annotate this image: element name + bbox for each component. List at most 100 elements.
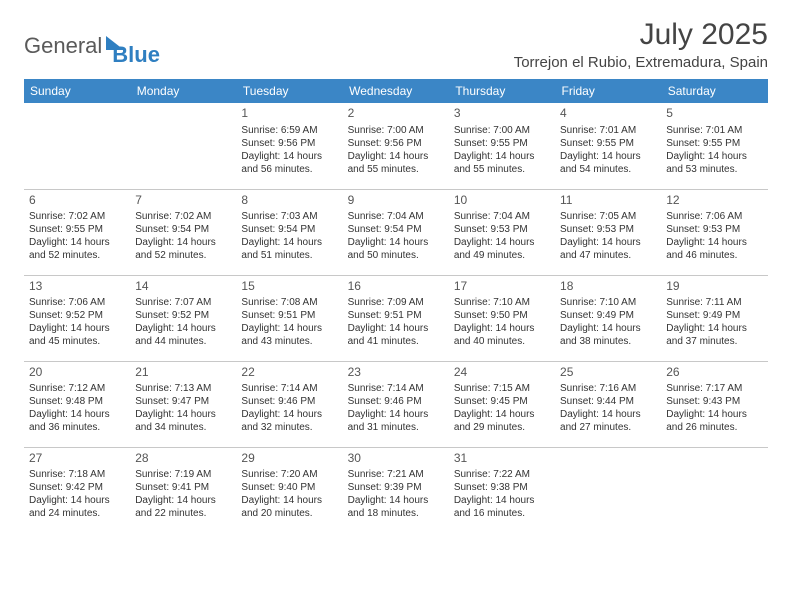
sunset-line: Sunset: 9:52 PM: [29, 309, 125, 322]
day-number: 3: [454, 106, 550, 122]
day-number: 15: [241, 279, 337, 295]
sunset-line: Sunset: 9:54 PM: [135, 223, 231, 236]
sunrise-line: Sunrise: 7:15 AM: [454, 382, 550, 395]
calendar-row: 13Sunrise: 7:06 AMSunset: 9:52 PM Dayligh…: [24, 275, 768, 361]
day-number: 29: [241, 451, 337, 467]
logo-word1: General: [24, 33, 102, 59]
daylight-line: Daylight: 14 hours and 26 minutes.: [666, 408, 762, 434]
sunset-line: Sunset: 9:55 PM: [454, 137, 550, 150]
sunrise-line: Sunrise: 7:14 AM: [241, 382, 337, 395]
daylight-line: Daylight: 14 hours and 55 minutes.: [348, 150, 444, 176]
sunset-line: Sunset: 9:56 PM: [348, 137, 444, 150]
day-cell: 27Sunrise: 7:18 AMSunset: 9:42 PMDayligh…: [24, 447, 130, 533]
sunrise-line: Sunrise: 7:06 AM: [29, 296, 125, 309]
calendar-row: 6Sunrise: 7:02 AMSunset: 9:55 PMDaylight…: [24, 189, 768, 275]
day-number: 21: [135, 365, 231, 381]
calendar-row: 27Sunrise: 7:18 AMSunset: 9:42 PMDayligh…: [24, 447, 768, 533]
day-number: 16: [348, 279, 444, 295]
weekday-header: Saturday: [661, 79, 767, 103]
sunrise-line: Sunrise: 7:21 AM: [348, 468, 444, 481]
sunrise-line: Sunrise: 7:12 AM: [29, 382, 125, 395]
day-number: 2: [348, 106, 444, 122]
day-cell: 10Sunrise: 7:04 AMSunset: 9:53 PMDayligh…: [449, 189, 555, 275]
day-number: 24: [454, 365, 550, 381]
daylight-line: Daylight: 14 hours and 56 minutes.: [241, 150, 337, 176]
day-cell: 6Sunrise: 7:02 AMSunset: 9:55 PMDaylight…: [24, 189, 130, 275]
daylight-line: Daylight: 14 hours and 41 minutes.: [348, 322, 444, 348]
daylight-line: Daylight: 14 hours and 50 minutes.: [348, 236, 444, 262]
day-number: 7: [135, 193, 231, 209]
day-cell: 29Sunrise: 7:20 AMSunset: 9:40 PMDayligh…: [236, 447, 342, 533]
day-number: 8: [241, 193, 337, 209]
sunrise-line: Sunrise: 7:19 AM: [135, 468, 231, 481]
daylight-line: Daylight: 14 hours and 27 minutes.: [560, 408, 656, 434]
sunset-line: Sunset: 9:56 PM: [241, 137, 337, 150]
day-number: 4: [560, 106, 656, 122]
day-number: 1: [241, 106, 337, 122]
day-number: 9: [348, 193, 444, 209]
sunset-line: Sunset: 9:40 PM: [241, 481, 337, 494]
day-cell: 9Sunrise: 7:04 AMSunset: 9:54 PMDaylight…: [343, 189, 449, 275]
sunrise-line: Sunrise: 7:14 AM: [348, 382, 444, 395]
daylight-line: Daylight: 14 hours and 55 minutes.: [454, 150, 550, 176]
day-number: 13: [29, 279, 125, 295]
daylight-line: Daylight: 14 hours and 36 minutes.: [29, 408, 125, 434]
sunset-line: Sunset: 9:39 PM: [348, 481, 444, 494]
sunset-line: Sunset: 9:43 PM: [666, 395, 762, 408]
day-cell: 1 Sunrise: 6:59 AMSunset: 9:56 PMDaylight…: [236, 103, 342, 189]
day-number: 26: [666, 365, 762, 381]
daylight-line: Daylight: 14 hours and 31 minutes.: [348, 408, 444, 434]
page-subtitle: Torrejon el Rubio, Extremadura, Spain: [514, 54, 768, 71]
sunrise-line: Sunrise: 7:04 AM: [454, 210, 550, 223]
day-number: 23: [348, 365, 444, 381]
daylight-line: Daylight: 14 hours and 46 minutes.: [666, 236, 762, 262]
sunset-line: Sunset: 9:48 PM: [29, 395, 125, 408]
day-number: 20: [29, 365, 125, 381]
daylight-line: Daylight: 14 hours and 20 minutes.: [241, 494, 337, 520]
sunset-line: Sunset: 9:53 PM: [666, 223, 762, 236]
daylight-line: Daylight: 14 hours and 52 minutes.: [135, 236, 231, 262]
sunrise-line: Sunrise: 7:18 AM: [29, 468, 125, 481]
daylight-line: Daylight: 14 hours and 52 minutes.: [29, 236, 125, 262]
calendar-head: SundayMondayTuesdayWednesdayThursdayFrid…: [24, 79, 768, 103]
empty-cell: [24, 103, 130, 189]
sunset-line: Sunset: 9:54 PM: [348, 223, 444, 236]
sunrise-line: Sunrise: 7:20 AM: [241, 468, 337, 481]
day-cell: 25Sunrise: 7:16 AMSunset: 9:44 PMDayligh…: [555, 361, 661, 447]
daylight-line: Daylight: 14 hours and 54 minutes.: [560, 150, 656, 176]
sunset-line: Sunset: 9:45 PM: [454, 395, 550, 408]
sunset-line: Sunset: 9:38 PM: [454, 481, 550, 494]
day-cell: 8Sunrise: 7:03 AMSunset: 9:54 PMDaylight…: [236, 189, 342, 275]
sunrise-line: Sunrise: 7:00 AM: [454, 124, 550, 137]
sunset-line: Sunset: 9:41 PM: [135, 481, 231, 494]
daylight-line: Daylight: 14 hours and 24 minutes.: [29, 494, 125, 520]
day-number: 6: [29, 193, 125, 209]
sunset-line: Sunset: 9:55 PM: [560, 137, 656, 150]
sunrise-line: Sunrise: 7:08 AM: [241, 296, 337, 309]
day-cell: 15Sunrise: 7:08 AMSunset: 9:51 PMDayligh…: [236, 275, 342, 361]
daylight-line: Daylight: 14 hours and 29 minutes.: [454, 408, 550, 434]
daylight-line: Daylight: 14 hours and 51 minutes.: [241, 236, 337, 262]
sunset-line: Sunset: 9:49 PM: [560, 309, 656, 322]
day-cell: 24Sunrise: 7:15 AMSunset: 9:45 PMDayligh…: [449, 361, 555, 447]
sunrise-line: Sunrise: 7:01 AM: [560, 124, 656, 137]
daylight-line: Daylight: 14 hours and 32 minutes.: [241, 408, 337, 434]
sunset-line: Sunset: 9:42 PM: [29, 481, 125, 494]
sunrise-line: Sunrise: 7:03 AM: [241, 210, 337, 223]
sunset-line: Sunset: 9:50 PM: [454, 309, 550, 322]
day-cell: 12Sunrise: 7:06 AMSunset: 9:53 PMDayligh…: [661, 189, 767, 275]
weekday-header: Monday: [130, 79, 236, 103]
day-cell: 28Sunrise: 7:19 AMSunset: 9:41 PMDayligh…: [130, 447, 236, 533]
daylight-line: Daylight: 14 hours and 22 minutes.: [135, 494, 231, 520]
day-cell: 31Sunrise: 7:22 AMSunset: 9:38 PMDayligh…: [449, 447, 555, 533]
sunrise-line: Sunrise: 7:07 AM: [135, 296, 231, 309]
sunset-line: Sunset: 9:46 PM: [348, 395, 444, 408]
day-cell: 7Sunrise: 7:02 AMSunset: 9:54 PMDaylight…: [130, 189, 236, 275]
empty-cell: [661, 447, 767, 533]
sunrise-line: Sunrise: 7:16 AM: [560, 382, 656, 395]
day-cell: 23Sunrise: 7:14 AMSunset: 9:46 PMDayligh…: [343, 361, 449, 447]
sunrise-line: Sunrise: 7:02 AM: [29, 210, 125, 223]
day-cell: 21Sunrise: 7:13 AMSunset: 9:47 PMDayligh…: [130, 361, 236, 447]
sunset-line: Sunset: 9:55 PM: [29, 223, 125, 236]
sunrise-line: Sunrise: 6:59 AM: [241, 124, 337, 137]
